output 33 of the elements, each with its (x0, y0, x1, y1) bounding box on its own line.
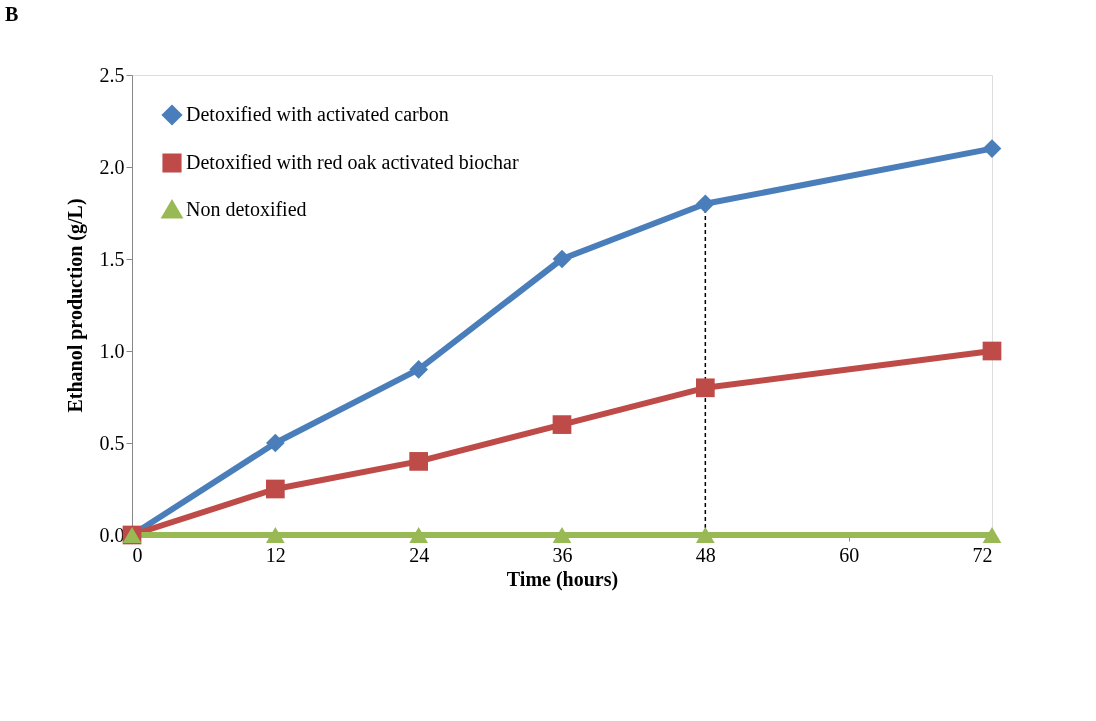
point (265, 526, 285, 544)
x-tick-label: 12 (265, 543, 286, 566)
x-tick-label: 48 (695, 543, 716, 566)
point (695, 194, 715, 214)
x-axis-title: Time (hours) (506, 567, 619, 591)
point (409, 452, 429, 471)
legend-label: Detoxified with activated carbon (186, 103, 449, 125)
point (409, 360, 429, 379)
point (552, 249, 572, 269)
x-tick-label: 24 (409, 543, 430, 566)
x-tick-label: 60 (839, 543, 860, 566)
legend-label: Non detoxified (186, 198, 307, 220)
legend-label: Detoxified with red oak activated biochar (186, 151, 519, 173)
point (695, 378, 715, 398)
point (695, 526, 715, 544)
point (409, 526, 429, 544)
chart-title: B (5, 3, 19, 25)
x-tick-label: 36 (552, 543, 573, 566)
y-tick-label: 0.5 (99, 431, 125, 454)
point (982, 139, 1002, 158)
x-tick-label: 72 (972, 543, 993, 566)
point (552, 526, 572, 544)
point (982, 341, 1002, 361)
point (265, 479, 285, 499)
point (265, 433, 285, 453)
x-tick-label: 0 (132, 543, 143, 566)
y-tick-label: 2.5 (99, 63, 125, 86)
y-tick-label: 1.0 (99, 339, 125, 362)
y-axis-title: Ethanol production (g/L) (63, 198, 87, 413)
y-tick-label: 2.0 (99, 155, 125, 178)
y-tick-label: 1.5 (99, 247, 125, 270)
point (982, 526, 1002, 544)
point (552, 415, 572, 434)
